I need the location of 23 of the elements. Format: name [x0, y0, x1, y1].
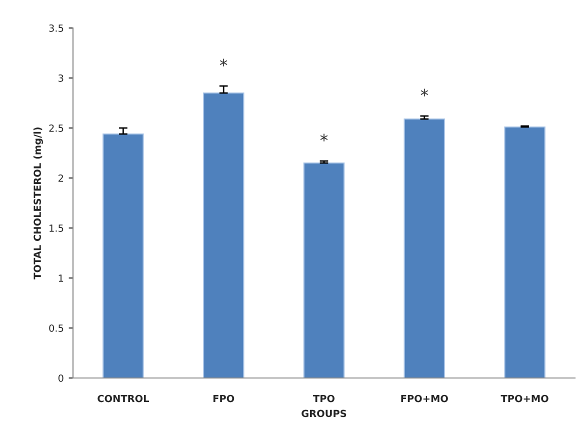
bar [102, 133, 144, 378]
y-tick-label: 2.5 [49, 124, 64, 132]
bar [404, 118, 446, 378]
y-tick-label: 2 [58, 174, 63, 182]
y-tick-label: 3.5 [49, 24, 64, 32]
y-axis-title: TOTAL CHOLESTEROL (mg/l) [33, 127, 43, 280]
x-axis-title: GROUPS [302, 410, 346, 418]
x-tick-label: FPO [213, 394, 234, 402]
bar [504, 126, 546, 378]
x-tick-label: CONTROL [98, 394, 149, 402]
y-tick-label: 0 [58, 374, 64, 382]
x-tick-label: TPO [313, 394, 335, 402]
bar [303, 162, 345, 378]
y-tick-label: 1 [58, 274, 64, 282]
y-tick-label: 3 [58, 74, 64, 82]
y-tick-label: 1.5 [50, 224, 64, 232]
x-tick-label: TPO+MO [500, 394, 548, 402]
bar [202, 92, 244, 378]
y-tick-label: 0.5 [49, 324, 64, 332]
x-tick-label: FPO+MO [401, 394, 448, 402]
annotation: * [220, 58, 228, 66]
annotation: * [420, 88, 428, 96]
annotation: * [320, 134, 328, 142]
